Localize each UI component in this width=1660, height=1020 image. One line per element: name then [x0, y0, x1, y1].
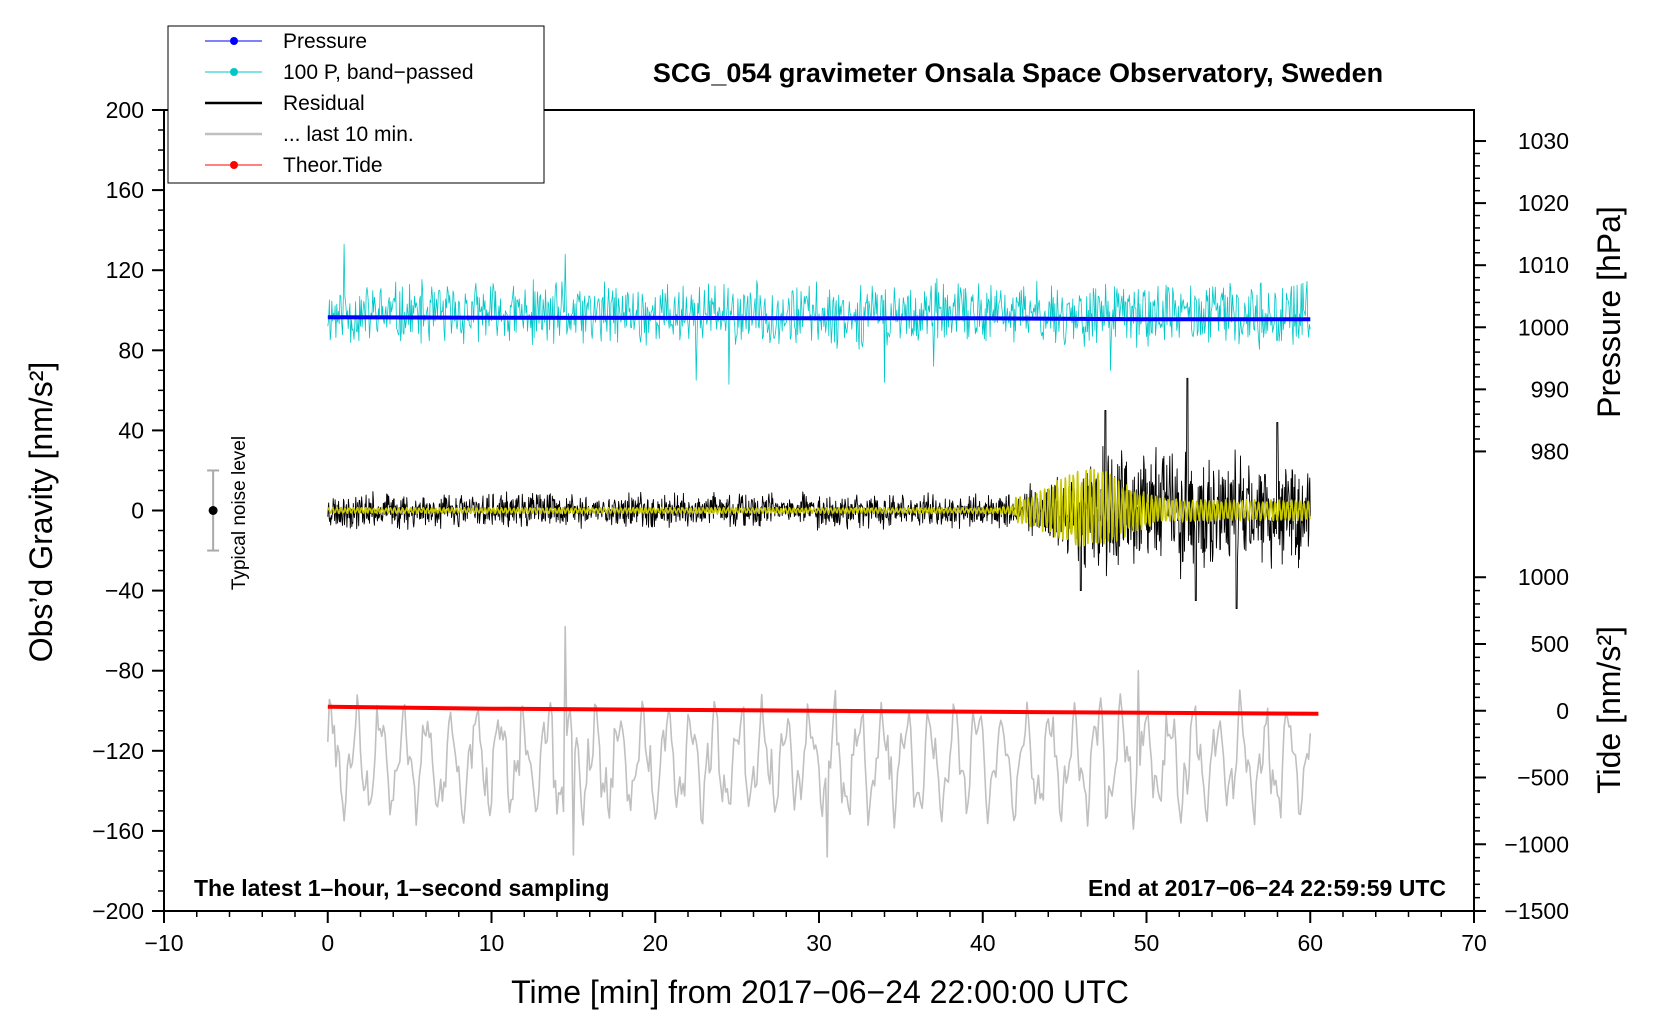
y-tick-label: −120 — [92, 738, 144, 764]
annotation-right: End at 2017−06−24 22:59:59 UTC — [1088, 875, 1446, 901]
x-tick-label: 60 — [1297, 930, 1323, 956]
pressure-axis-tick-label: 990 — [1531, 376, 1569, 402]
legend-marker — [230, 68, 238, 76]
pressure-axis-tick-label: 1000 — [1518, 314, 1569, 340]
y-tick-label: 40 — [118, 417, 144, 443]
y-tick-label: 80 — [118, 337, 144, 363]
x-tick-label: 0 — [321, 930, 334, 956]
tide-axis-tick-label: −1500 — [1504, 898, 1569, 924]
tide-axis-tick-label: 1000 — [1518, 564, 1569, 590]
series-residual — [327, 377, 1311, 610]
y-axis-title-pressure: Pressure [hPa] — [1591, 206, 1627, 418]
legend-label: Pressure — [283, 30, 367, 53]
legend: Pressure 100 P, band−passed Residual ... la… — [167, 25, 545, 184]
y-tick-label: 120 — [106, 257, 144, 283]
legend-label: Residual — [283, 92, 365, 115]
x-tick-label: 20 — [642, 930, 668, 956]
series-residual-smoothed — [327, 468, 1311, 548]
pressure-axis-tick-label: 1020 — [1518, 190, 1569, 216]
y-tick-label: 200 — [106, 97, 144, 123]
x-tick-label: 50 — [1134, 930, 1160, 956]
legend-box — [167, 25, 545, 184]
chart-title: SCG_054 gravimeter Onsala Space Observat… — [653, 58, 1383, 88]
x-axis-title: Time [min] from 2017−06−24 22:00:00 UTC — [511, 974, 1129, 1010]
annotation-left: The latest 1–hour, 1–second sampling — [194, 875, 609, 901]
series-pressure — [327, 315, 1311, 322]
y-tick-label: −40 — [105, 578, 144, 604]
x-tick-label: 70 — [1461, 930, 1487, 956]
tide-axis-tick-label: −500 — [1517, 765, 1569, 791]
legend-marker — [230, 37, 238, 45]
series-layer — [327, 243, 1319, 858]
y-tick-label: −80 — [105, 658, 144, 684]
y-axis-title-tide: Tide [nm/s²] — [1591, 626, 1627, 794]
y-axis-title-left: Obs’d Gravity [nm/s²] — [23, 362, 59, 663]
legend-label: ... last 10 min. — [283, 123, 414, 146]
pressure-axis-tick-label: 1010 — [1518, 252, 1569, 278]
noise-label: Typical noise level — [229, 436, 250, 590]
axes-layer: −10 0 10 20 30 40 50 60 7020016012080400−40−80−1… — [92, 97, 1569, 956]
legend-marker — [230, 161, 238, 169]
tide-axis-tick-label: 500 — [1531, 631, 1569, 657]
y-tick-label: 0 — [131, 498, 144, 524]
x-tick-label: 10 — [479, 930, 505, 956]
pressure-axis-tick-label: 1030 — [1518, 128, 1569, 154]
x-tick-label: 30 — [806, 930, 832, 956]
x-tick-label: 40 — [970, 930, 996, 956]
series-last-10-min — [327, 625, 1312, 858]
tide-axis-tick-label: −1000 — [1504, 831, 1569, 857]
pressure-axis-tick-label: 980 — [1531, 438, 1569, 464]
series-theoretical-tide — [327, 704, 1319, 716]
noise-bar-point — [208, 506, 218, 515]
legend-label: Theor.Tide — [283, 154, 383, 177]
tide-axis-tick-label: 0 — [1556, 698, 1569, 724]
x-tick-label: −10 — [144, 930, 183, 956]
y-tick-label: 160 — [106, 177, 144, 203]
y-tick-label: −160 — [92, 818, 144, 844]
series-band-passed-pressure — [327, 243, 1311, 385]
legend-label: 100 P, band−passed — [283, 61, 474, 84]
y-tick-label: −200 — [92, 898, 144, 924]
